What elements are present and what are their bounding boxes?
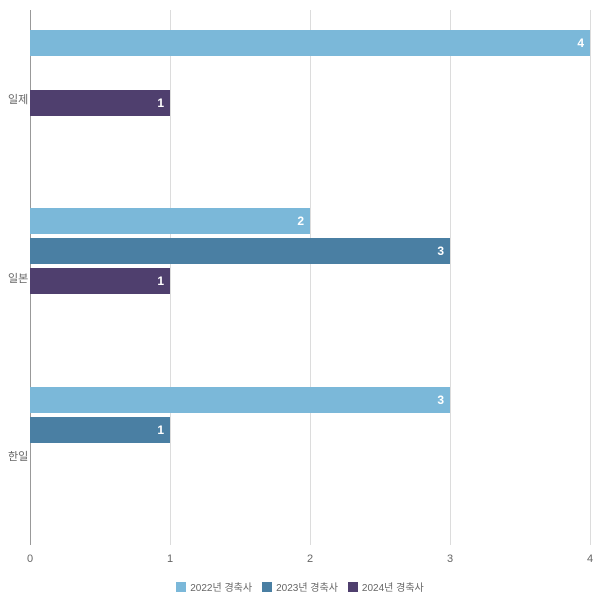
gridline [590,10,591,545]
category-group: 2 3 1 [30,188,590,366]
bar: 3 [30,387,450,413]
legend-label: 2022년 경축사 [190,579,252,594]
legend-swatch [348,582,358,592]
x-tick-label: 2 [307,553,313,565]
bar-value-label: 1 [157,274,164,288]
legend-label: 2023년 경축사 [276,579,338,594]
x-tick-label: 4 [587,553,593,565]
category-group: 31 [30,367,590,545]
chart-area: 41일제231일본31한일 01234 [30,10,590,565]
bar: 1 [30,90,170,116]
legend-swatch [262,582,272,592]
legend: 2022년 경축사 2023년 경축사 2024년 경축사 [0,579,600,594]
bar: 1 [30,417,170,443]
legend-item: 2023년 경축사 [262,579,338,594]
bar-value-label: 3 [437,393,444,407]
bar-value-label: 2 [297,214,304,228]
bar-value-label: 4 [577,36,584,50]
bar: 4 [30,30,590,56]
bar: 2 [30,208,310,234]
x-tick-label: 3 [447,553,453,565]
legend-label: 2024년 경축사 [362,579,424,594]
plot-region: 41일제231일본31한일 [30,10,590,545]
bar-value-label: 3 [437,244,444,258]
bar-value-label: 1 [157,423,164,437]
bar: 3 [30,238,450,264]
x-tick-label: 0 [27,553,33,565]
bar-value-label: 1 [157,96,164,110]
bar: 1 [30,268,170,294]
y-tick-label: 한일 [8,448,28,464]
legend-swatch [176,582,186,592]
legend-item: 2022년 경축사 [176,579,252,594]
legend-item: 2024년 경축사 [348,579,424,594]
category-group: 41 [30,10,590,188]
x-tick-label: 1 [167,553,173,565]
y-tick-label: 일본 [8,270,28,286]
y-tick-label: 일제 [8,91,28,107]
